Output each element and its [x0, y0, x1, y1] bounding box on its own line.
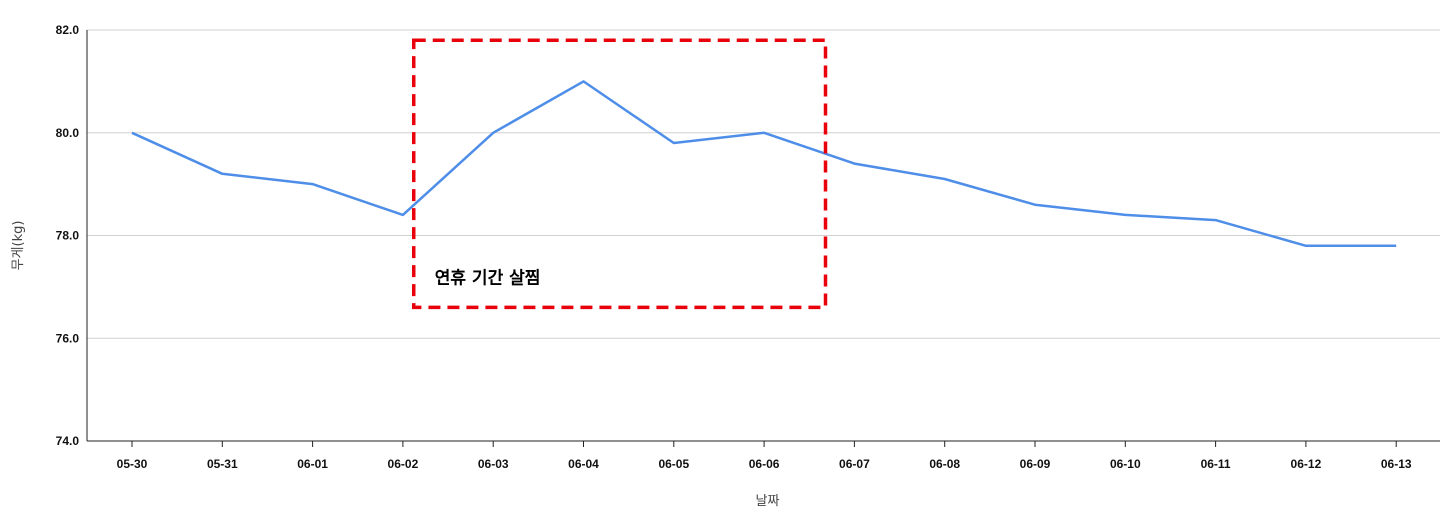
y-tick-label: 74.0: [56, 434, 80, 448]
annotation: 연휴 기간 살찜: [411, 38, 828, 310]
series-line: [131, 80, 1397, 248]
x-axis-title: 날짜: [756, 494, 780, 509]
x-tick-label: 05-30: [117, 457, 148, 471]
y-tick-labels: 74.0 76.0 78.0 80.0 82.0: [56, 23, 80, 448]
annotation-label: 연휴 기간 살찜: [435, 267, 541, 288]
x-tick-label: 06-03: [478, 457, 509, 471]
x-tick-label: 06-04: [568, 457, 599, 471]
x-tick-label: 06-05: [658, 457, 689, 471]
y-tick-label: 80.0: [56, 126, 80, 140]
grid-lines: [87, 29, 1440, 339]
y-axis-title: 무게(kg): [11, 221, 26, 271]
y-tick-label: 76.0: [56, 331, 80, 345]
x-tick-label: 06-08: [929, 457, 960, 471]
x-tick-label: 06-06: [749, 457, 780, 471]
x-tick-labels: 05-30 05-31 06-01 06-02 06-03 06-04 06-05 06-06…: [117, 457, 1412, 471]
x-tick-label: 06-07: [839, 457, 870, 471]
x-tick-label: 06-11: [1201, 457, 1231, 471]
x-tick-label: 06-13: [1381, 457, 1412, 471]
series-lines: [131, 80, 1397, 248]
x-tick-label: 06-10: [1110, 457, 1141, 471]
y-tick-label: 82.0: [56, 23, 80, 37]
x-tick-label: 06-02: [388, 457, 419, 471]
x-tick-label: 06-01: [297, 457, 328, 471]
x-tick-label: 05-31: [207, 457, 238, 471]
x-tick-label: 06-12: [1291, 457, 1322, 471]
annotation-box: [411, 38, 828, 310]
y-tick-label: 78.0: [56, 229, 80, 243]
axes: [86, 30, 1440, 447]
x-tick-label: 06-09: [1020, 457, 1051, 471]
